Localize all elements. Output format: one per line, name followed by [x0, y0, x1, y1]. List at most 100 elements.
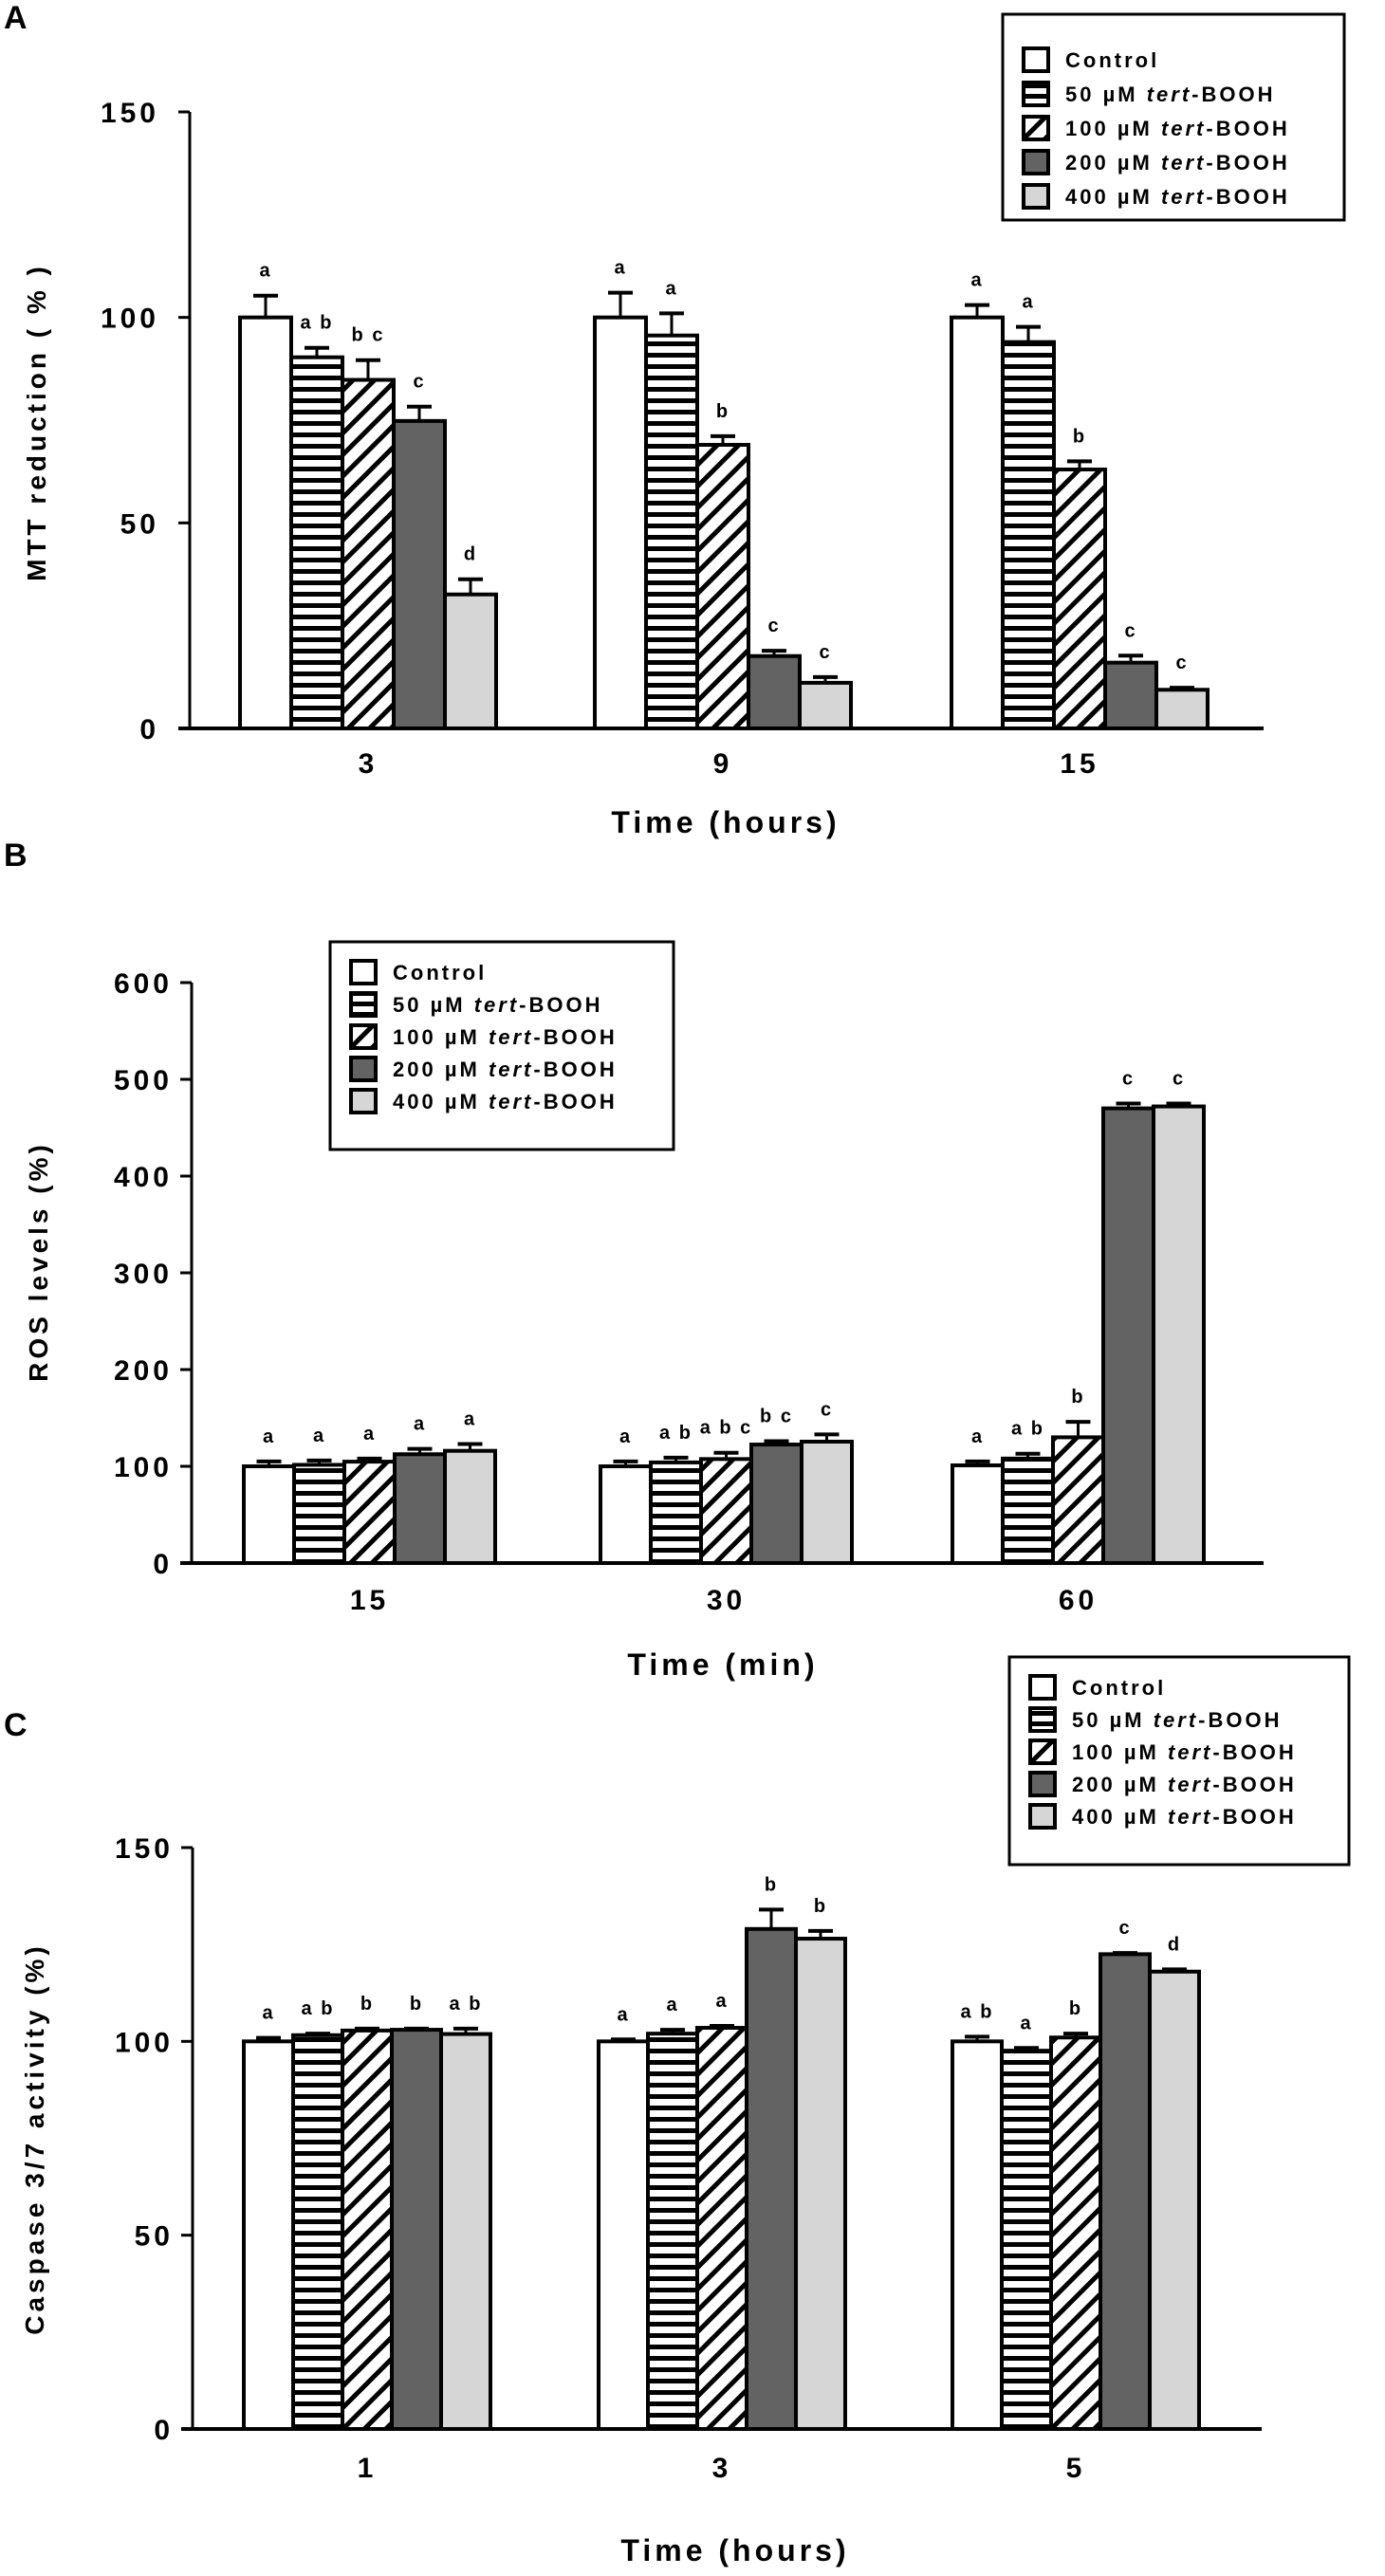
legend-label-100um: 100 µM tert-BOOH: [1065, 117, 1290, 140]
legend-label-control: Control: [393, 961, 487, 984]
legend-label-italic: tert: [1147, 83, 1191, 106]
bar-200um-1: [390, 2028, 443, 2431]
y-tick-label: 0: [153, 1549, 173, 1580]
significance-label: a: [970, 270, 983, 291]
legend-label-prefix: 100 µM: [393, 1025, 489, 1049]
legend-label-suffix: -BOOH: [533, 1025, 617, 1049]
bar-control-3: [597, 2039, 650, 2431]
x-tick-label: 3: [712, 2453, 732, 2484]
bar-50um-1: [291, 2033, 344, 2431]
bar-50um-3: [646, 2032, 699, 2431]
y-axis-title: ROS levels (%): [24, 1141, 53, 1382]
bar-400um-3: [794, 1937, 847, 2431]
bar-control-1: [242, 2039, 295, 2431]
legend-swatch-100um: [1028, 1739, 1057, 1765]
bar-400um-1: [439, 2032, 492, 2431]
x-tick-label: 5: [1066, 2453, 1086, 2484]
significance-label: d: [464, 544, 477, 565]
legend-swatch-400um: [1022, 183, 1050, 210]
legend-swatch-control: [349, 959, 378, 985]
y-tick-label: 100: [101, 304, 159, 335]
legend-label-prefix: Control: [1072, 1676, 1166, 1700]
legend-label-control: Control: [1065, 48, 1159, 72]
significance-label: a: [259, 261, 271, 282]
legend-label-prefix: 100 µM: [1065, 117, 1161, 140]
bar-200um-3: [392, 418, 447, 730]
bar-50um-15: [292, 1463, 346, 1565]
legend-label-suffix: -BOOH: [1206, 117, 1289, 140]
x-tick-label: 60: [1059, 1585, 1098, 1616]
x-axis-title: Time (min): [627, 1647, 818, 1682]
bar-100um-3: [695, 2026, 748, 2432]
legend-label-italic: tert: [489, 1058, 533, 1081]
significance-label: b: [1073, 426, 1086, 447]
significance-label: a b: [961, 2001, 994, 2022]
legend-label-50um: 50 µM tert-BOOH: [393, 993, 602, 1017]
y-tick-label: 150: [115, 1833, 174, 1865]
panel-c: C 0 50 100 150 a a a b a b a a b a b b b c a b b d 1 3 5 Time (…: [4, 1655, 1351, 2567]
legend-label-italic: tert: [1154, 1708, 1198, 1732]
legend-box: [328, 940, 675, 1151]
legend-label-prefix: 400 µM: [1072, 1805, 1168, 1829]
legend-swatch-100um: [1022, 115, 1050, 141]
legend-label-prefix: 400 µM: [1065, 185, 1161, 209]
legend-label-italic: tert: [1161, 151, 1206, 175]
bar-50um-5: [1000, 2049, 1053, 2432]
bar-400um-60: [1152, 1104, 1206, 1566]
legend-box: [1001, 12, 1346, 222]
significance-label: a: [263, 1426, 275, 1447]
significance-label: a b c: [700, 1418, 753, 1439]
significance-label: b: [1071, 1387, 1084, 1408]
bar-control-60: [951, 1463, 1005, 1565]
bar-50um-15: [1001, 340, 1056, 730]
legend-label-prefix: Control: [393, 961, 487, 984]
significance-label: a: [1020, 2013, 1032, 2033]
significance-label: b: [765, 1874, 778, 1895]
significance-label: a b: [1011, 1419, 1044, 1440]
bar-200um-9: [747, 653, 802, 731]
significance-label: a: [363, 1424, 376, 1444]
significance-label: a: [262, 2003, 274, 2024]
y-axis-title: MTT reduction ( % ): [22, 263, 51, 581]
legend-label-italic: tert: [1161, 185, 1206, 209]
legend-label-suffix: -BOOH: [533, 1058, 617, 1081]
significance-label: a: [617, 2004, 629, 2025]
legend-label-50um: 50 µM tert-BOOH: [1072, 1708, 1282, 1732]
bar-100um-30: [699, 1457, 753, 1565]
legend-swatch-200um: [349, 1056, 378, 1082]
bar-control-9: [593, 315, 648, 730]
legend-label-prefix: 200 µM: [1065, 151, 1161, 175]
legend-swatch-50um: [1022, 81, 1050, 107]
legend-swatch-400um: [1028, 1803, 1057, 1830]
x-tick-label: 9: [713, 748, 733, 780]
bar-control-15: [242, 1464, 296, 1565]
significance-label: a b: [659, 1423, 692, 1444]
x-tick-label: 15: [1060, 748, 1099, 780]
significance-label: a: [313, 1426, 325, 1446]
bar-control-5: [951, 2039, 1004, 2431]
y-tick-label: 50: [135, 2221, 174, 2253]
legend-label-400um: 400 µM tert-BOOH: [393, 1090, 618, 1113]
significance-label: c: [1175, 653, 1188, 673]
legend-label-prefix: 200 µM: [1072, 1773, 1168, 1796]
bar-200um-15: [393, 1452, 447, 1565]
panel-letter: A: [4, 0, 28, 36]
legend-box: [1007, 1655, 1351, 1867]
bar-50um-60: [1001, 1456, 1055, 1565]
x-tick-label: 15: [350, 1585, 389, 1616]
legend-swatch-control: [1028, 1674, 1057, 1701]
legend-label-100um: 100 µM tert-BOOH: [1072, 1740, 1297, 1764]
significance-label: c: [1122, 1069, 1135, 1090]
significance-label: c: [819, 642, 831, 663]
x-tick-label: 30: [707, 1585, 746, 1616]
bar-control-3: [238, 315, 293, 730]
legend-label-suffix: -BOOH: [1212, 1773, 1296, 1796]
significance-label: a b: [301, 313, 334, 334]
bar-50um-30: [649, 1460, 703, 1566]
legend-label-prefix: 100 µM: [1072, 1740, 1168, 1764]
significance-label: a: [1022, 292, 1034, 313]
bar-100um-60: [1051, 1435, 1105, 1566]
